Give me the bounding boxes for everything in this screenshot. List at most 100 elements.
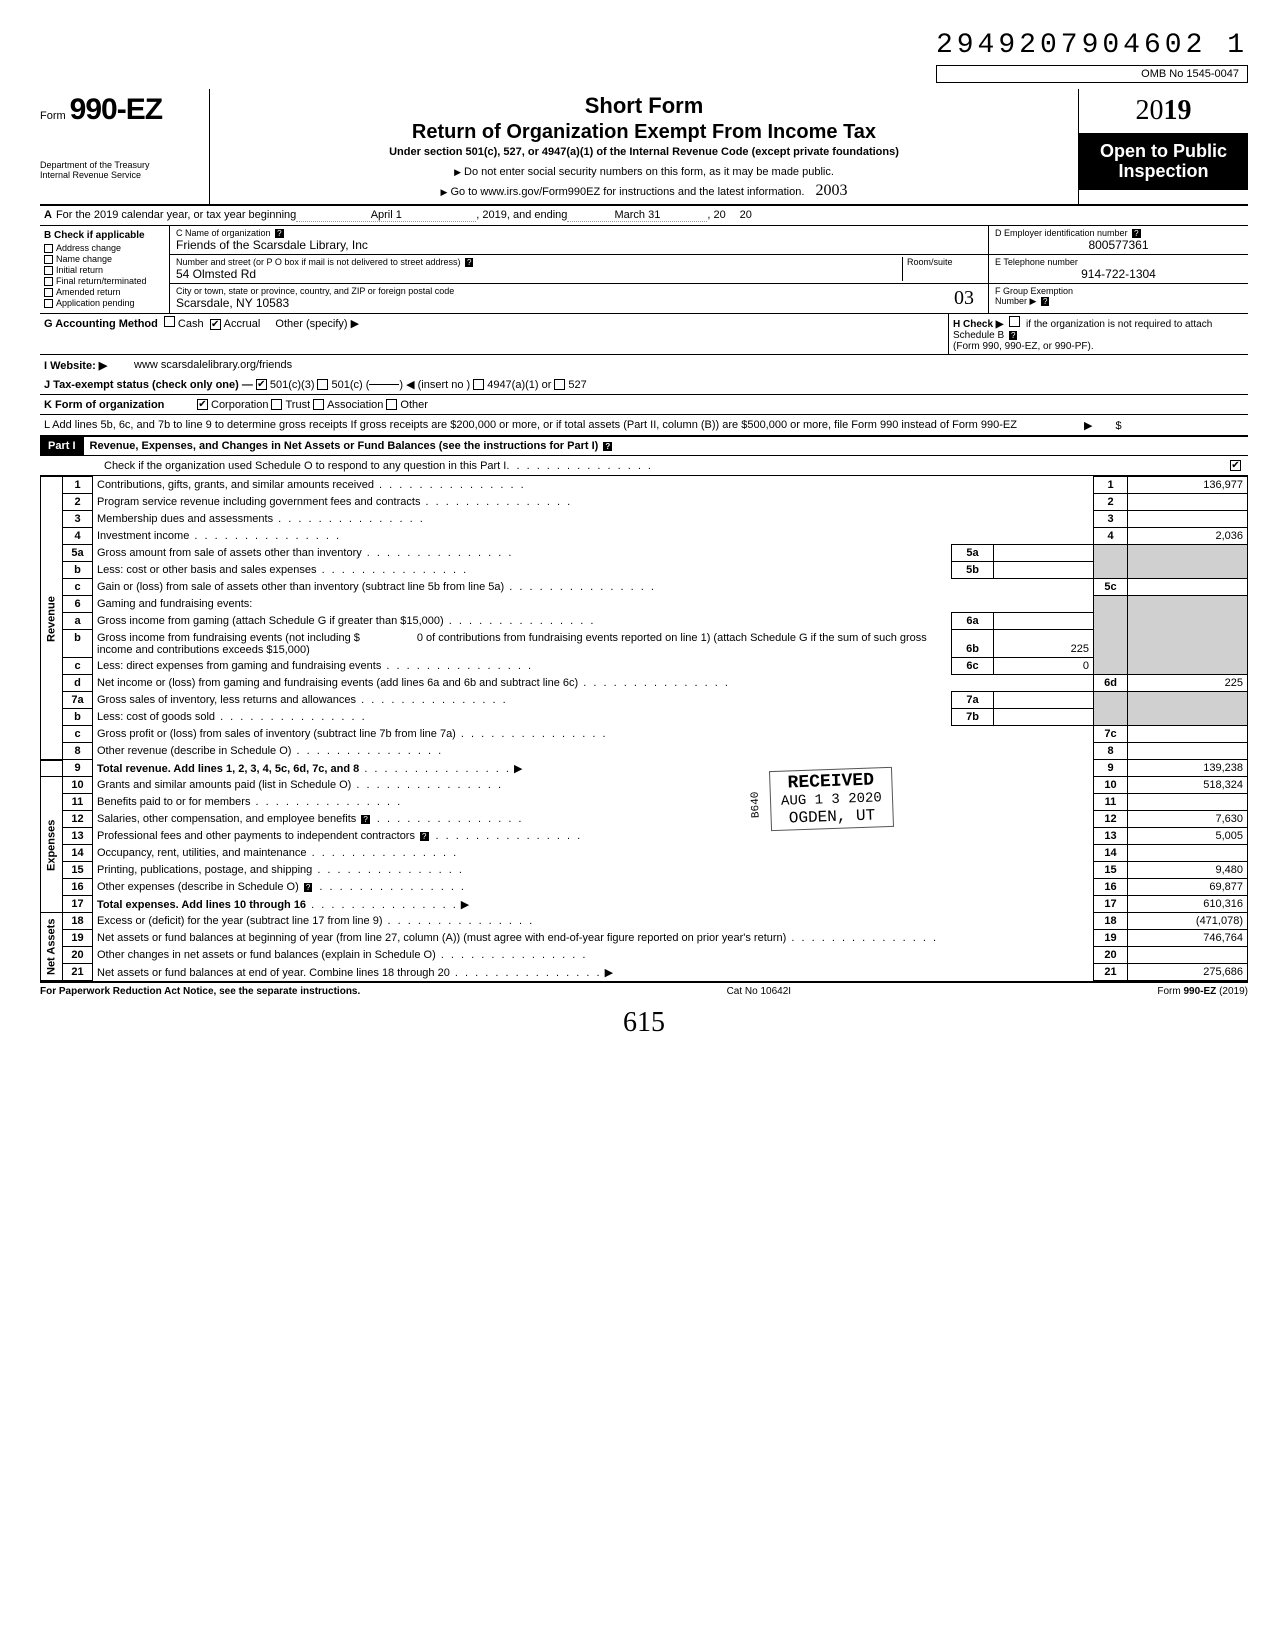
city-val: Scarsdale, NY 10583	[176, 296, 954, 310]
chk-amended[interactable]: Amended return	[44, 287, 165, 297]
chk-address[interactable]: Address change	[44, 243, 165, 253]
chk-name-label: Name change	[56, 254, 112, 264]
l6d-amt: 225	[1128, 675, 1248, 692]
table-row: 11 Benefits paid to or for members 11	[41, 794, 1248, 811]
l17-amt: 610,316	[1128, 896, 1248, 913]
chk-h[interactable]	[1009, 316, 1020, 327]
l21-box: 21	[1094, 964, 1128, 981]
chk-final[interactable]: Final return/terminated	[44, 276, 165, 286]
l1-num: 1	[63, 477, 93, 494]
chk-final-label: Final return/terminated	[56, 276, 147, 286]
l2-box: 2	[1094, 494, 1128, 511]
l6c-text: Less: direct expenses from gaming and fu…	[97, 660, 381, 672]
l15-box: 15	[1094, 862, 1128, 879]
chk-527[interactable]	[554, 379, 565, 390]
help-icon[interactable]: ?	[465, 258, 473, 267]
hand-year: 2003	[815, 182, 847, 199]
l7a-num: 7a	[63, 692, 93, 709]
e-label: E Telephone number	[995, 257, 1242, 267]
l6d-box: 6d	[1094, 675, 1128, 692]
chk-corp[interactable]: ✔	[197, 399, 208, 410]
chk-other[interactable]	[386, 399, 397, 410]
footer-right: Form 990-EZ (2019)	[1157, 986, 1248, 997]
chk-accrual[interactable]: ✔	[210, 319, 221, 330]
city-label: City or town, state or province, country…	[176, 286, 954, 296]
e-val: 914-722-1304	[995, 267, 1242, 281]
l7c-text: Gross profit or (loss) from sales of inv…	[97, 728, 456, 740]
dept-line2: Internal Revenue Service	[40, 171, 203, 181]
subtitle: Under section 501(c), 527, or 4947(a)(1)…	[220, 146, 1068, 158]
row-k: K Form of organization ✔Corporation Trus…	[40, 395, 1248, 415]
chk-501c[interactable]	[317, 379, 328, 390]
k-assoc: Association	[327, 399, 383, 411]
j-opt3: 4947(a)(1) or	[487, 379, 551, 391]
main-grid: B Check if applicable Address change Nam…	[40, 226, 1248, 314]
table-row: 7a Gross sales of inventory, less return…	[41, 692, 1248, 709]
l5a-mid	[994, 545, 1094, 562]
chk-trust[interactable]	[271, 399, 282, 410]
chk-schedule-o[interactable]: ✔	[1230, 460, 1241, 471]
title-main: Return of Organization Exempt From Incom…	[220, 121, 1068, 144]
help-icon[interactable]: ?	[1132, 229, 1140, 238]
cell-group: F Group Exemption Number ▶ ?	[989, 284, 1248, 312]
l1-text: Contributions, gifts, grants, and simila…	[97, 479, 374, 491]
instr-2: Go to www.irs.gov/Form990EZ for instruct…	[220, 182, 1068, 200]
l8-num: 8	[63, 743, 93, 760]
chk-cash[interactable]	[164, 316, 175, 327]
l13-box: 13	[1094, 828, 1128, 845]
l15-text: Printing, publications, postage, and shi…	[97, 864, 312, 876]
header-block: Form 990-EZ Department of the Treasury I…	[40, 89, 1248, 206]
table-row: b Less: cost of goods sold 7b	[41, 709, 1248, 726]
l7a-mid	[994, 692, 1094, 709]
i-label: I Website: ▶	[44, 359, 134, 372]
chk-501c3[interactable]: ✔	[256, 379, 267, 390]
help-icon[interactable]: ?	[361, 815, 369, 824]
header-right: 20201919 Open to Public Inspection	[1078, 89, 1248, 204]
row-a-begin: April 1	[296, 209, 476, 222]
l6d-text: Net income or (loss) from gaming and fun…	[97, 677, 578, 689]
l20-num: 20	[63, 947, 93, 964]
table-row: a Gross income from gaming (attach Sched…	[41, 613, 1248, 630]
row-j: J Tax-exempt status (check only one) — ✔…	[40, 375, 1248, 395]
chk-name[interactable]: Name change	[44, 254, 165, 264]
help-icon[interactable]: ?	[275, 229, 283, 238]
help-icon[interactable]: ?	[304, 883, 312, 892]
l10-num: 10	[63, 777, 93, 794]
l9-num: 9	[63, 760, 93, 777]
side-netassets: Net Assets	[41, 913, 63, 981]
l-dollar: $	[1116, 420, 1122, 432]
l16-amt: 69,877	[1128, 879, 1248, 896]
l6b-mid: 225	[994, 630, 1094, 658]
l12-amt: 7,630	[1128, 811, 1248, 828]
dept-treasury: Department of the Treasury Internal Reve…	[40, 161, 203, 181]
chk-4947[interactable]	[473, 379, 484, 390]
help-icon[interactable]: ?	[1041, 297, 1049, 306]
l7c-amt	[1128, 726, 1248, 743]
col-right: D Employer identification number ? 80057…	[988, 226, 1248, 313]
l2-amt	[1128, 494, 1248, 511]
table-row: Expenses 10 Grants and similar amounts p…	[41, 777, 1248, 794]
l4-amt: 2,036	[1128, 528, 1248, 545]
instr-1: Do not enter social security numbers on …	[220, 166, 1068, 178]
part1-desc: Revenue, Expenses, and Changes in Net As…	[84, 437, 621, 455]
side-revenue: Revenue	[41, 477, 63, 760]
chk-assoc[interactable]	[313, 399, 324, 410]
chk-initial[interactable]: Initial return	[44, 265, 165, 275]
l1-box: 1	[1094, 477, 1128, 494]
l18-box: 18	[1094, 913, 1128, 930]
col-b: B Check if applicable Address change Nam…	[40, 226, 170, 313]
l17-box: 17	[1094, 896, 1128, 913]
help-icon[interactable]: ?	[1009, 331, 1017, 340]
serial-number: 2949207904602 1	[936, 30, 1248, 61]
part1-check-o: Check if the organization used Schedule …	[40, 456, 1248, 476]
l6-num: 6	[63, 596, 93, 613]
l14-box: 14	[1094, 845, 1128, 862]
help-icon[interactable]: ?	[603, 442, 612, 451]
chk-pending[interactable]: Application pending	[44, 298, 165, 308]
l19-num: 19	[63, 930, 93, 947]
g-label: G Accounting Method	[44, 318, 158, 330]
l13-text: Professional fees and other payments to …	[97, 830, 415, 842]
l7b-mid	[994, 709, 1094, 726]
help-icon[interactable]: ?	[420, 832, 428, 841]
l19-box: 19	[1094, 930, 1128, 947]
